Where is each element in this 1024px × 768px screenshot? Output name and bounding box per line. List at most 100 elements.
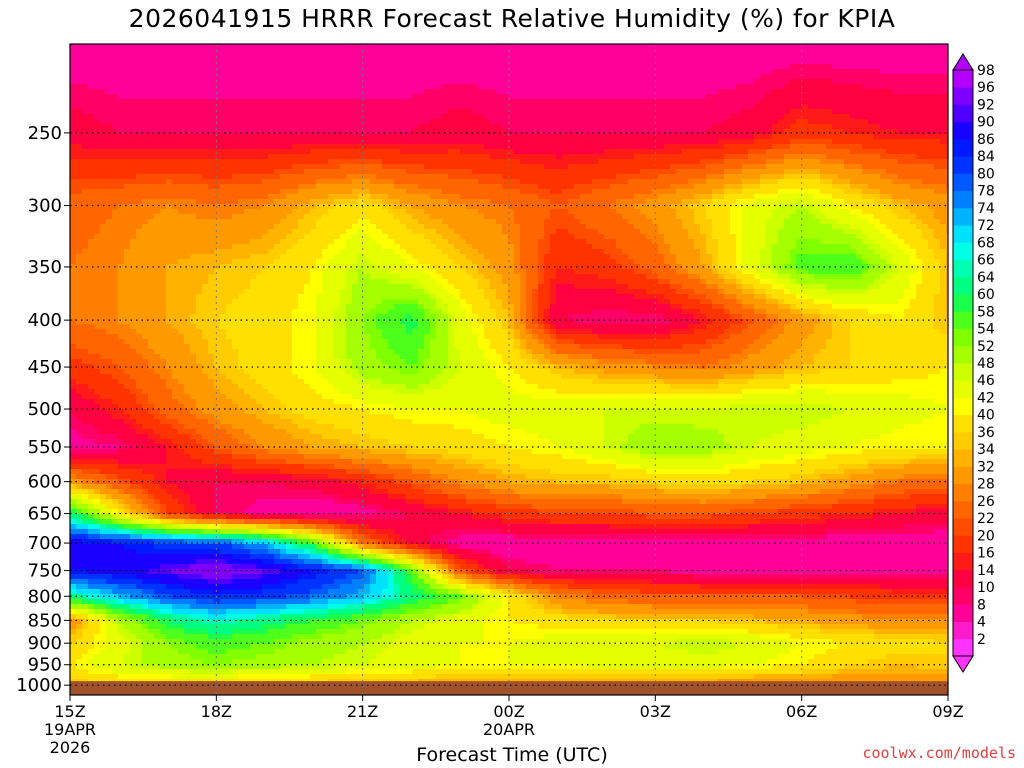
heatmap-cell bbox=[460, 159, 467, 165]
heatmap-cell bbox=[382, 209, 389, 215]
heatmap-cell bbox=[136, 104, 143, 110]
heatmap-cell bbox=[478, 159, 485, 165]
heatmap-cell bbox=[322, 194, 329, 200]
heatmap-cell bbox=[244, 79, 251, 85]
heatmap-cell bbox=[382, 114, 389, 120]
heatmap-cell bbox=[706, 64, 713, 70]
heatmap-cell bbox=[784, 159, 791, 165]
heatmap-cell bbox=[250, 94, 257, 100]
heatmap-cell bbox=[688, 79, 695, 85]
heatmap-cell bbox=[292, 114, 299, 120]
heatmap-cell bbox=[160, 119, 167, 125]
heatmap-cell bbox=[472, 159, 479, 165]
heatmap-cell bbox=[220, 79, 227, 85]
heatmap-cell bbox=[706, 139, 713, 145]
heatmap-cell bbox=[472, 69, 479, 75]
heatmap-cell bbox=[646, 64, 653, 70]
heatmap-cell bbox=[904, 199, 911, 205]
heatmap-cell bbox=[520, 184, 527, 190]
heatmap-cell bbox=[454, 134, 461, 140]
heatmap-cell bbox=[838, 79, 845, 85]
heatmap-cell bbox=[418, 164, 425, 170]
heatmap-cell bbox=[700, 179, 707, 185]
heatmap-cell bbox=[730, 59, 737, 65]
heatmap-cell bbox=[142, 199, 149, 205]
heatmap-cell bbox=[364, 209, 371, 215]
heatmap-cell bbox=[436, 194, 443, 200]
heatmap-cell bbox=[472, 74, 479, 80]
heatmap-cell bbox=[262, 59, 269, 65]
heatmap-cell bbox=[406, 149, 413, 155]
heatmap-cell bbox=[838, 154, 845, 160]
heatmap-cell bbox=[268, 199, 275, 205]
heatmap-cell bbox=[232, 204, 239, 210]
heatmap-cell bbox=[220, 119, 227, 125]
heatmap-cell bbox=[934, 164, 941, 170]
heatmap-cell bbox=[670, 104, 677, 110]
heatmap-cell bbox=[250, 149, 257, 155]
heatmap-cell bbox=[604, 154, 611, 160]
heatmap-cell bbox=[226, 104, 233, 110]
heatmap-cell bbox=[862, 164, 869, 170]
heatmap-cell bbox=[718, 54, 725, 60]
heatmap-cell bbox=[526, 209, 533, 215]
heatmap-cell bbox=[868, 99, 875, 105]
heatmap-cell bbox=[208, 169, 215, 175]
heatmap-cell bbox=[196, 44, 203, 50]
heatmap-cell bbox=[730, 204, 737, 210]
heatmap-cell bbox=[160, 194, 167, 200]
heatmap-cell bbox=[232, 144, 239, 150]
heatmap-cell bbox=[268, 124, 275, 130]
heatmap-cell bbox=[154, 59, 161, 65]
heatmap-cell bbox=[580, 59, 587, 65]
heatmap-cell bbox=[370, 154, 377, 160]
heatmap-cell bbox=[280, 204, 287, 210]
heatmap-cell bbox=[754, 139, 761, 145]
heatmap-cell bbox=[316, 69, 323, 75]
heatmap-cell bbox=[724, 74, 731, 80]
heatmap-cell bbox=[514, 89, 521, 95]
heatmap-cell bbox=[400, 144, 407, 150]
heatmap-cell bbox=[628, 139, 635, 145]
heatmap-cell bbox=[862, 64, 869, 70]
heatmap-cell bbox=[454, 84, 461, 90]
heatmap-cell bbox=[886, 59, 893, 65]
heatmap-cell bbox=[406, 49, 413, 55]
heatmap-cell bbox=[808, 64, 815, 70]
heatmap-cell bbox=[742, 169, 749, 175]
heatmap-cell bbox=[424, 124, 431, 130]
heatmap-cell bbox=[532, 104, 539, 110]
heatmap-cell bbox=[112, 169, 119, 175]
heatmap-cell bbox=[634, 209, 641, 215]
heatmap-cell bbox=[730, 209, 737, 215]
heatmap-cell bbox=[646, 194, 653, 200]
heatmap-cell bbox=[346, 164, 353, 170]
heatmap-cell bbox=[286, 199, 293, 205]
heatmap-cell bbox=[880, 89, 887, 95]
heatmap-cell bbox=[760, 134, 767, 140]
heatmap-cell bbox=[364, 74, 371, 80]
heatmap-cell bbox=[628, 159, 635, 165]
heatmap-cell bbox=[796, 59, 803, 65]
heatmap-cell bbox=[166, 129, 173, 135]
heatmap-cell bbox=[166, 74, 173, 80]
heatmap-cell bbox=[280, 79, 287, 85]
heatmap-cell bbox=[802, 44, 809, 50]
heatmap-cell bbox=[910, 174, 917, 180]
heatmap-cell bbox=[178, 59, 185, 65]
heatmap-cell bbox=[364, 174, 371, 180]
heatmap-cell bbox=[76, 74, 83, 80]
heatmap-cell bbox=[778, 174, 785, 180]
heatmap-cell bbox=[778, 64, 785, 70]
heatmap-cell bbox=[526, 99, 533, 105]
heatmap-cell bbox=[544, 199, 551, 205]
heatmap-cell bbox=[262, 139, 269, 145]
heatmap-cell bbox=[250, 54, 257, 60]
heatmap-cell bbox=[76, 104, 83, 110]
heatmap-cell bbox=[400, 44, 407, 50]
heatmap-cell bbox=[862, 94, 869, 100]
heatmap-cell bbox=[526, 89, 533, 95]
heatmap-cell bbox=[322, 179, 329, 185]
heatmap-cell bbox=[148, 114, 155, 120]
heatmap-cell bbox=[112, 64, 119, 70]
